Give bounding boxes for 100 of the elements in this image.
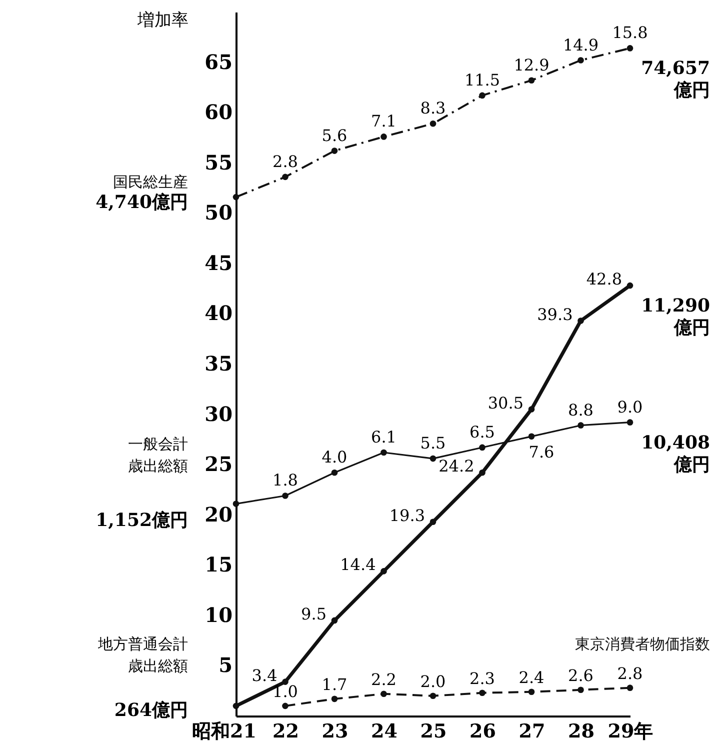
- y-tick-label: 50: [204, 200, 232, 225]
- point: [626, 419, 634, 426]
- y-tick-label: 65: [204, 50, 232, 74]
- annotation: 5.6: [322, 126, 348, 145]
- annotation: 14.9: [562, 35, 599, 54]
- annotation: 7.1: [371, 112, 396, 131]
- data-label: 42.8: [586, 270, 622, 289]
- point: [528, 406, 535, 412]
- point: [578, 57, 584, 64]
- point: [528, 77, 535, 84]
- annotation: 1.8: [272, 470, 298, 490]
- y-tick-label: 60: [204, 100, 232, 124]
- point: [232, 194, 240, 200]
- annotation: 2.8: [272, 152, 298, 171]
- point: [479, 444, 486, 451]
- x-tick-label: 29年: [608, 720, 654, 742]
- data-label: 30.5: [488, 393, 524, 412]
- text: 264億円: [114, 700, 188, 721]
- point: [380, 449, 387, 456]
- x-tick-label: 27: [518, 720, 546, 742]
- y-tick-label: 55: [204, 150, 232, 174]
- data-label: 2.8: [617, 664, 643, 683]
- text: 歳出総額: [128, 657, 188, 675]
- annotation: 9.0: [617, 397, 643, 416]
- text: 4,740億円: [96, 192, 188, 213]
- data-label: 9.5: [301, 604, 326, 624]
- x-tick-label: 25: [420, 720, 447, 742]
- data-label: 19.3: [389, 506, 425, 525]
- y-tick-label: 10: [204, 602, 232, 627]
- text: 一般会計: [128, 435, 188, 453]
- y-tick-label: 35: [204, 352, 232, 376]
- point: [232, 500, 240, 507]
- point: [380, 134, 387, 140]
- data-label: 2.3: [470, 668, 495, 688]
- point: [282, 492, 288, 499]
- text: 1,152億円: [96, 510, 188, 531]
- annotation: 11,290 億円: [641, 296, 710, 339]
- point: [232, 702, 240, 710]
- annotation: 7.6: [528, 442, 554, 462]
- point: [578, 318, 584, 324]
- data-label: 14.4: [340, 555, 376, 574]
- point: [430, 692, 436, 700]
- annotation: 15.8: [612, 23, 648, 42]
- y-tick-label: 45: [204, 250, 232, 275]
- annotation: 6.1: [371, 428, 396, 447]
- y-tick-label: 40: [204, 301, 232, 326]
- point: [430, 120, 436, 127]
- point: [479, 690, 486, 696]
- point: [380, 568, 387, 574]
- point: [282, 702, 288, 710]
- annotation: 6.5: [470, 422, 495, 442]
- point: [578, 686, 584, 694]
- point: [528, 433, 535, 440]
- annotation: 11.5: [464, 70, 500, 90]
- x-tick-label: 22: [272, 720, 299, 742]
- data-label: 24.2: [438, 456, 474, 476]
- x-tick-label: 28: [568, 720, 594, 742]
- text: 地方普通会計: [97, 635, 188, 653]
- point: [282, 174, 288, 180]
- y-tick-label: 30: [204, 402, 232, 426]
- annotation: 5.5: [420, 434, 446, 453]
- data-label: 2.6: [568, 666, 594, 685]
- point: [380, 690, 387, 698]
- point: [331, 696, 338, 702]
- text: 東京消費者物価指数: [575, 634, 710, 653]
- y-tick-label: 20: [204, 502, 232, 526]
- point: [331, 617, 338, 624]
- text: 国民総生産: [113, 173, 188, 191]
- point: [578, 422, 584, 429]
- annotation: 10,408 億円: [641, 432, 710, 476]
- x-tick-label: 26: [470, 720, 496, 742]
- x-tick-label: 24: [371, 720, 398, 742]
- point: [430, 455, 436, 462]
- point: [626, 45, 634, 52]
- data-label: 2.0: [420, 672, 446, 691]
- point: [479, 92, 486, 99]
- data-label: 1.7: [322, 674, 348, 694]
- annotation: 12.9: [514, 55, 550, 74]
- y-tick-label: 5: [218, 653, 232, 678]
- annotation: 8.8: [568, 400, 594, 420]
- point: [479, 469, 486, 476]
- point: [430, 518, 436, 526]
- data-label: 39.3: [537, 304, 573, 324]
- point: [626, 684, 634, 691]
- point: [331, 469, 338, 476]
- point: [528, 688, 535, 696]
- x-tick-label: 昭和21: [192, 720, 256, 742]
- point: [331, 148, 338, 154]
- y-tick-label: 15: [204, 552, 232, 577]
- x-tick-label: 23: [322, 720, 348, 742]
- annotation: 4.0: [322, 448, 348, 467]
- y-tick-label: 25: [204, 452, 232, 476]
- point: [626, 282, 634, 289]
- annotation: 8.3: [420, 98, 446, 118]
- text: 歳出総額: [128, 457, 188, 475]
- y-axis-title: 増加率: [136, 10, 188, 30]
- point: [282, 678, 288, 685]
- data-label: 2.4: [518, 668, 544, 687]
- annotation: 74,657 億円: [641, 58, 710, 102]
- data-label: 2.2: [371, 670, 396, 689]
